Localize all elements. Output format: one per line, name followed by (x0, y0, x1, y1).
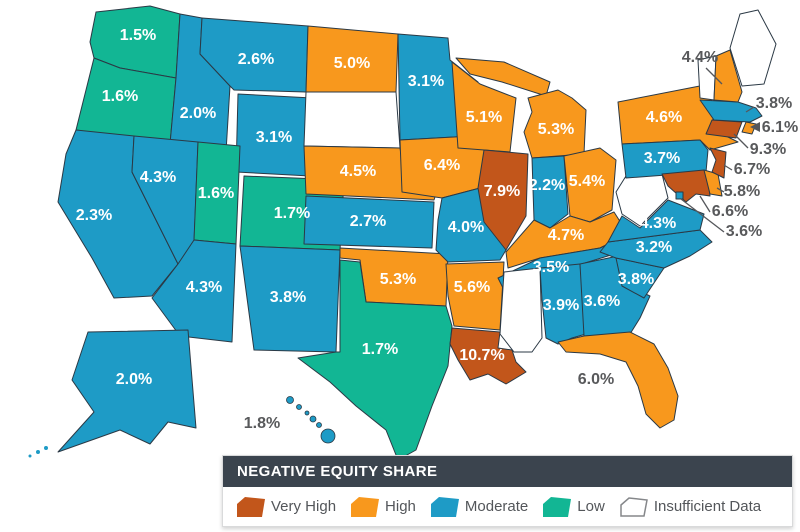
legend-title: NEGATIVE EQUITY SHARE (223, 456, 792, 487)
state-ar[interactable] (445, 261, 505, 331)
low-swatch-icon (543, 496, 572, 517)
label-id: 2.0% (180, 105, 216, 122)
state-in[interactable] (531, 155, 569, 229)
label-ca: 2.3% (76, 207, 112, 224)
callout-leader-lines (680, 67, 760, 233)
label-nc: 3.2% (636, 239, 672, 256)
legend-item-label: High (385, 498, 416, 515)
label-tx: 1.7% (362, 341, 398, 358)
label-wi: 5.1% (466, 109, 502, 126)
state-value-labels: 1.5% 1.6% 2.0% 2.6% 3.1% 2.3% 4.3% 1.6% … (76, 27, 682, 388)
label-mt: 2.6% (238, 51, 274, 68)
label-oh: 5.4% (569, 173, 605, 190)
callout-ct: 9.3% (750, 141, 786, 158)
legend: NEGATIVE EQUITY SHARE Very High High Mod… (222, 455, 793, 527)
legend-body: Very High High Moderate Low Insufficient… (223, 487, 792, 526)
leader-de (716, 187, 725, 193)
state-md[interactable] (661, 169, 711, 203)
leader-ri-arrow (750, 122, 760, 132)
leader-ct (733, 133, 749, 149)
states-layer (28, 5, 777, 461)
legend-item-label: Very High (271, 498, 337, 515)
label-mi: 5.3% (538, 121, 574, 138)
label-sc: 3.8% (618, 271, 654, 288)
state-ms[interactable] (499, 267, 543, 353)
label-ut: 1.6% (198, 185, 234, 202)
state-ks[interactable] (303, 195, 435, 249)
label-fl: 6.0% (578, 371, 614, 388)
leader-dc (680, 198, 725, 233)
dark-value-labels: 6.0% 1.8% 4.4% 3.8% 6.1% 9.3% 6.7% 5.8% … (244, 49, 798, 432)
state-wi[interactable] (451, 61, 517, 153)
label-in: 2.2% (529, 177, 565, 194)
state-il[interactable] (477, 149, 529, 251)
label-ok: 5.3% (380, 271, 416, 288)
state-la[interactable] (449, 327, 527, 385)
label-ky: 4.7% (548, 227, 584, 244)
legend-item-insufficient-data: Insufficient Data (620, 496, 762, 517)
label-va: 4.3% (640, 215, 676, 232)
label-mo: 4.0% (448, 219, 484, 236)
legend-item-label: Moderate (464, 498, 529, 515)
legend-item-high: High (351, 496, 416, 517)
state-ak-aleutians[interactable] (28, 446, 49, 458)
very-high-swatch-icon (237, 496, 265, 517)
label-ak: 2.0% (116, 371, 152, 388)
legend-item-low: Low (543, 496, 605, 517)
state-ak[interactable] (57, 329, 197, 453)
label-ny: 4.6% (646, 109, 682, 126)
state-ri[interactable] (741, 121, 757, 135)
moderate-swatch-icon (430, 496, 459, 517)
label-ar: 5.6% (454, 279, 490, 296)
label-ia: 6.4% (424, 157, 460, 174)
label-nd: 5.0% (334, 55, 370, 72)
leader-md (699, 195, 711, 213)
label-hi: 1.8% (244, 415, 280, 432)
legend-item-label: Insufficient Data (653, 498, 762, 515)
label-co: 1.7% (274, 205, 310, 222)
state-hi[interactable] (286, 396, 336, 444)
high-swatch-icon (351, 496, 380, 517)
callout-ri: 6.1% (762, 119, 798, 136)
callout-ma: 3.8% (756, 95, 792, 112)
label-ks: 2.7% (350, 213, 386, 230)
label-ga: 3.6% (584, 293, 620, 310)
label-wy: 3.1% (256, 129, 292, 146)
state-pa[interactable] (621, 139, 709, 179)
legend-item-moderate: Moderate (430, 496, 529, 517)
state-nh[interactable] (713, 49, 743, 103)
state-dc[interactable] (675, 191, 684, 200)
callout-de: 5.8% (724, 183, 760, 200)
label-nv: 4.3% (140, 169, 176, 186)
label-il: 7.9% (484, 183, 520, 200)
label-nm: 3.8% (270, 289, 306, 306)
state-fl[interactable] (557, 331, 679, 429)
state-va[interactable] (607, 199, 705, 243)
legend-item-very-high: Very High (237, 496, 337, 517)
label-wa: 1.5% (120, 27, 156, 44)
leader-ma (745, 106, 755, 113)
state-sd[interactable] (303, 91, 401, 149)
leader-nj (723, 164, 733, 171)
label-az: 4.3% (186, 279, 222, 296)
label-al: 3.9% (543, 297, 579, 314)
insufficient-data-swatch-icon (620, 496, 648, 517)
state-nj[interactable] (709, 147, 727, 179)
label-la: 10.7% (459, 347, 504, 364)
callout-nh: 4.4% (682, 49, 718, 66)
label-or: 1.6% (102, 88, 138, 105)
label-ne: 4.5% (340, 163, 376, 180)
callout-md: 6.6% (712, 203, 748, 220)
legend-item-label: Low (577, 498, 605, 515)
callout-dc: 3.6% (726, 223, 762, 240)
label-tn: 3.5% (533, 259, 569, 276)
callout-nj: 6.7% (734, 161, 770, 178)
leader-nh (705, 67, 723, 85)
state-ky[interactable] (505, 211, 629, 269)
label-pa: 3.7% (644, 150, 680, 167)
label-mn: 3.1% (408, 73, 444, 90)
state-me[interactable] (729, 9, 777, 87)
